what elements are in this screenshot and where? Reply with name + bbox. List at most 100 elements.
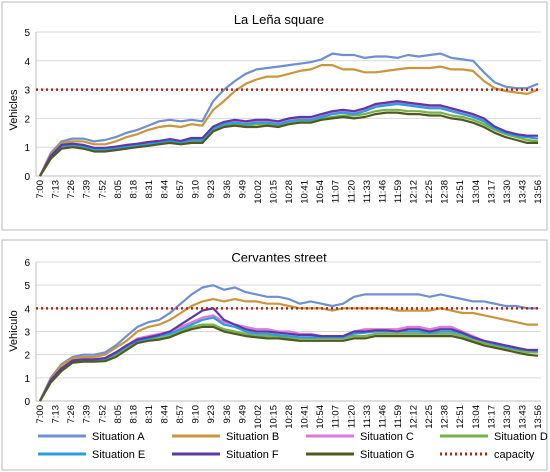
x-tick-label: 8:05: [113, 180, 124, 199]
x-tick-label: 11:59: [393, 180, 404, 203]
legend-item: capacity: [440, 449, 535, 461]
x-tick-label: 7:39: [82, 405, 93, 424]
series-line-situation-b: [39, 298, 538, 402]
series-line-situation-e: [39, 102, 539, 177]
x-tick-labels: 7:00 7:13 7:26 7:39 7:52 8:05 8:18 8:31 8:44 8:57…: [35, 405, 544, 429]
x-tick-label: 12:12: [409, 405, 420, 429]
x-tick-label: 11:33: [362, 180, 373, 203]
series-line-situation-b: [39, 63, 539, 177]
x-tick-label: 9:36: [222, 405, 233, 424]
x-tick-label: 11:07: [331, 180, 342, 203]
x-tick-label: 10:41: [300, 405, 311, 429]
x-tick-label: 10:02: [253, 405, 264, 429]
legend-label: Situation B: [226, 431, 279, 443]
x-tick-label: 9:23: [206, 405, 217, 424]
x-tick-label: 7:52: [97, 180, 108, 199]
y-tick-label: 4: [24, 57, 30, 68]
x-tick-label: 8:44: [160, 405, 171, 424]
series-line-situation-g: [39, 325, 539, 402]
series-lines: [39, 52, 539, 177]
series-line-situation-a: [39, 284, 538, 402]
x-tick-label: 9:36: [222, 180, 233, 199]
x-tick-label: 13:43: [517, 180, 528, 204]
x-tick-label: 13:17: [486, 180, 497, 204]
legend-label: Situation C: [360, 431, 414, 443]
y-tick-label: 5: [24, 281, 30, 292]
x-tick-label: 7:00: [35, 180, 46, 199]
legend-label: Situation G: [360, 449, 414, 461]
y-axis-label: Vehiculo: [8, 310, 20, 352]
x-tick-label: 12:38: [440, 180, 451, 204]
chart-title: Cervantes street: [231, 250, 327, 265]
y-tick-label: 3: [24, 86, 30, 97]
x-tick-label: 12:51: [455, 180, 466, 204]
x-tick-label: 13:30: [502, 405, 513, 429]
x-tick-label: 9:10: [191, 405, 202, 424]
x-tick-label: 12:25: [424, 405, 435, 429]
x-tick-label: 10:15: [268, 180, 279, 204]
y-tick-labels: 0 1 2 3 4 5 6: [24, 258, 30, 408]
x-tick-label: 9:49: [237, 180, 248, 199]
legend-item: Situation G: [306, 449, 414, 461]
legend-label: Situation A: [92, 431, 145, 443]
x-tick-label: 12:38: [440, 405, 451, 429]
x-tick-label: 10:15: [268, 405, 279, 429]
x-tick-label: 13:04: [471, 180, 482, 204]
x-tick-label: 11:20: [346, 180, 357, 203]
x-tick-label: 7:13: [51, 405, 62, 424]
x-tick-label: 13:56: [533, 180, 544, 204]
x-tick-label: 13:43: [517, 405, 528, 429]
x-tick-label: 11:33: [362, 405, 373, 428]
series-line-situation-a: [39, 52, 539, 177]
y-tick-label: 2: [24, 351, 30, 362]
x-tick-label: 10:28: [284, 405, 295, 429]
x-tick-label: 13:56: [533, 405, 544, 429]
x-tick-label: 11:07: [331, 405, 342, 428]
x-tick-label: 7:26: [66, 180, 77, 199]
x-tick-label: 11:59: [393, 405, 404, 428]
legend-label: Situation D: [494, 431, 548, 443]
y-tick-label: 2: [24, 114, 30, 125]
x-tick-label: 10:54: [315, 180, 326, 204]
legend-label: Situation F: [226, 449, 279, 461]
series-line-situation-g: [39, 111, 538, 177]
x-tick-label: 13:30: [502, 180, 513, 204]
x-tick-label: 8:31: [144, 405, 155, 424]
x-tick-label: 8:57: [175, 180, 186, 199]
x-tick-label: 10:28: [284, 180, 295, 204]
x-tick-labels: 7:00 7:13 7:26 7:39 7:52 8:05 8:18 8:31 8:44 8:57…: [35, 180, 544, 204]
y-axis-label: Vehicles: [8, 89, 20, 130]
x-tick-label: 13:17: [486, 405, 497, 429]
y-tick-label: 1: [24, 374, 30, 385]
x-tick-label: 7:52: [97, 405, 108, 424]
x-tick-label: 13:04: [471, 405, 482, 429]
x-tick-label: 7:26: [66, 405, 77, 424]
x-tick-label: 7:39: [82, 180, 93, 199]
y-tick-label: 6: [24, 258, 30, 269]
x-tick-label: 11:20: [346, 405, 357, 428]
x-tick-label: 7:00: [35, 405, 46, 424]
y-tick-label: 4: [24, 304, 30, 315]
x-tick-label: 8:31: [144, 180, 155, 199]
x-tick-label: 9:10: [191, 180, 202, 199]
x-tick-label: 10:02: [253, 180, 264, 204]
x-tick-label: 7:13: [51, 180, 62, 199]
y-tick-label: 5: [24, 28, 30, 39]
legend-label: Situation E: [92, 449, 145, 461]
x-tick-label: 11:46: [377, 180, 388, 203]
legend-label: capacity: [494, 449, 535, 461]
x-tick-label: 12:25: [424, 180, 435, 204]
x-tick-label: 11:46: [377, 405, 388, 428]
x-tick-label: 8:57: [175, 405, 186, 424]
x-tick-label: 12:12: [409, 180, 420, 204]
legend-item: Situation A: [38, 431, 145, 443]
legend-item: Situation E: [38, 449, 145, 461]
y-tick-label: 3: [24, 328, 30, 339]
x-tick-label: 8:18: [128, 180, 139, 199]
x-tick-label: 8:18: [128, 405, 139, 424]
series-line-situation-f: [39, 99, 538, 177]
x-tick-label: 12:51: [455, 405, 466, 429]
x-tick-label: 8:05: [113, 405, 124, 424]
